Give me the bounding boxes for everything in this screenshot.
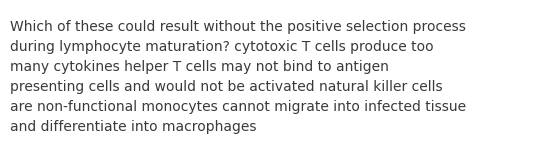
Text: Which of these could result without the positive selection process
during lympho: Which of these could result without the … [10, 20, 466, 134]
